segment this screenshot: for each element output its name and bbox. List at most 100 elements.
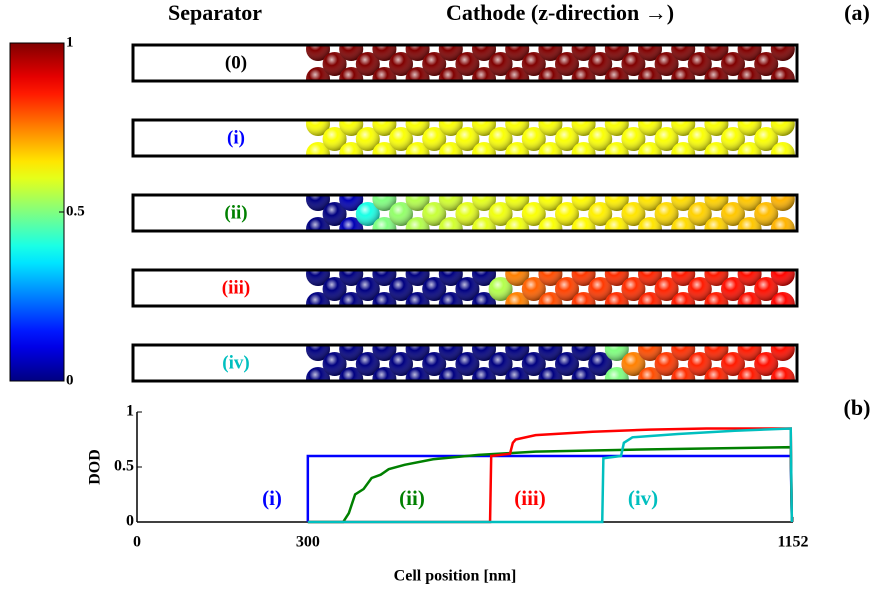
sphere-shade (604, 367, 629, 381)
row-box (131, 193, 799, 233)
sphere-shade (638, 292, 662, 306)
sphere-shade (405, 345, 430, 361)
sphere-shade (604, 142, 629, 156)
sphere-shade (505, 345, 530, 361)
sphere-shade (339, 120, 364, 136)
sphere-shade (422, 352, 447, 376)
sphere-shade (488, 352, 513, 376)
sphere-shade (737, 217, 762, 231)
sphere-shade (521, 52, 546, 76)
sphere-shade (339, 217, 364, 231)
sphere-shade (472, 195, 496, 211)
sphere-shade (505, 367, 530, 381)
sphere-shade (638, 217, 662, 231)
sphere-shade (422, 202, 447, 226)
sphere-shade (339, 292, 364, 306)
sphere-shade (671, 45, 696, 61)
sphere-shade (505, 45, 530, 61)
sphere-shade (306, 195, 330, 211)
sphere-shade (372, 292, 397, 306)
sphere-shade (671, 345, 696, 361)
sphere-shade (438, 195, 463, 211)
sphere-shade (339, 345, 364, 361)
sphere-shade (621, 202, 646, 226)
sphere-shade (405, 195, 430, 211)
sphere-shade (754, 202, 779, 226)
sphere-row (306, 45, 795, 81)
sphere-shade (389, 202, 413, 226)
sphere-shade (721, 127, 745, 151)
sphere-shade (770, 120, 795, 136)
sphere-shade (604, 45, 629, 61)
sphere-shade (770, 217, 795, 231)
sphere-shade (604, 270, 629, 286)
sphere-shade (770, 270, 795, 286)
sphere-shade (339, 45, 364, 61)
sphere-shade (472, 217, 496, 231)
sphere-shade (306, 292, 330, 306)
row-box (131, 343, 799, 383)
sphere-shade (306, 345, 330, 361)
sphere-shade (472, 292, 496, 306)
header: Cathode (z-direction →) (446, 0, 674, 25)
sphere-shade (737, 142, 762, 156)
sphere-shade (671, 367, 696, 381)
sphere-shade (571, 270, 596, 286)
sphere-shade (405, 45, 430, 61)
series-label: (ii) (399, 486, 425, 510)
row-box (131, 118, 799, 158)
sphere-shade (588, 127, 613, 151)
sphere-shade (704, 217, 729, 231)
colorbar-tick-label: 0 (66, 372, 74, 388)
sphere-shade (472, 270, 496, 286)
sphere-shade (638, 195, 662, 211)
sphere-shade (472, 67, 496, 81)
sphere-shade (671, 67, 696, 81)
sphere-shade (638, 67, 662, 81)
sphere-shade (538, 45, 563, 61)
line-series (307, 427, 794, 524)
row-label: (iii) (222, 277, 251, 298)
sphere-shade (555, 52, 579, 76)
sphere-shade (422, 52, 447, 76)
sphere-shade (687, 202, 712, 226)
sphere-shade (770, 345, 795, 361)
sphere-shade (737, 292, 762, 306)
y-tick-label: 1 (126, 403, 134, 420)
sphere-shade (770, 195, 795, 211)
sphere-shade (538, 120, 563, 136)
sphere-shade (571, 195, 596, 211)
sphere-shade (704, 270, 729, 286)
sphere-shade (754, 127, 779, 151)
sphere-shade (339, 195, 364, 211)
x-axis-label: Cell position [nm] (394, 568, 517, 585)
sphere-shade (571, 367, 596, 381)
sphere-shade (638, 45, 662, 61)
panel-label: (b) (844, 395, 871, 420)
sphere-shade (621, 127, 646, 151)
sphere-row (306, 270, 795, 306)
sphere-shade (571, 67, 596, 81)
series-label: (iii) (514, 486, 546, 510)
sphere-shade (505, 142, 530, 156)
sphere-shade (671, 270, 696, 286)
sphere-shade (671, 195, 696, 211)
sphere-shade (754, 277, 779, 301)
sphere-shade (770, 292, 795, 306)
sphere-shade (588, 52, 613, 76)
sphere-shade (306, 367, 330, 381)
sphere-shade (355, 127, 380, 151)
sphere-shade (372, 45, 397, 61)
sphere-shade (306, 270, 330, 286)
sphere-shade (405, 67, 430, 81)
sphere-shade (438, 270, 463, 286)
sphere-shade (704, 120, 729, 136)
sphere-shade (737, 345, 762, 361)
sphere-shade (322, 52, 347, 76)
row-label: (iv) (222, 352, 249, 373)
sphere-shade (306, 120, 330, 136)
sphere-shade (521, 277, 546, 301)
sphere-shade (422, 277, 447, 301)
sphere-shade (538, 292, 563, 306)
sphere-shade (306, 67, 330, 81)
